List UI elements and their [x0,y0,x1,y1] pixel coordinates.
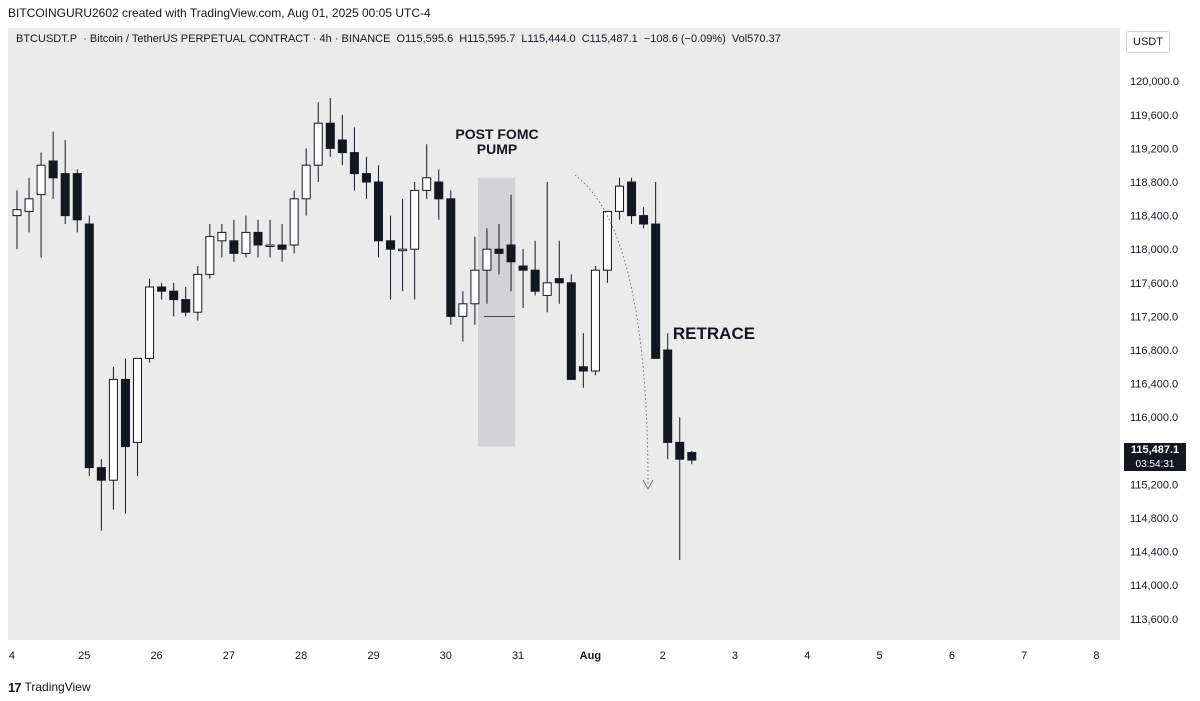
bar-countdown-label: 03:54:31 [1124,458,1186,471]
footer: 17 TradingView [8,678,91,696]
ohlc-change: −108.6 (−0.09%) [643,33,726,45]
ohlc-high: H115,595.7 [459,33,516,45]
volume-value: Vol570.37 [731,33,781,45]
tradingview-logo-icon[interactable]: 17 [8,679,22,695]
brand-name[interactable]: TradingView [24,680,91,694]
currency-selector[interactable]: USDT [1126,31,1170,53]
time-axis[interactable] [0,640,1200,670]
top-bar: BITCOINGURU2602 created with TradingView… [0,0,1200,28]
last-price-label: 115,487.1 [1124,443,1186,458]
ohlc-low: L115,444.0 [521,33,576,45]
symbol-description: · Bitcoin / TetherUS PERPETUAL CONTRACT … [83,33,391,45]
ohlc-close: C115,487.1 [581,33,638,45]
creator-line: BITCOINGURU2602 created with TradingView… [8,6,431,20]
ohlc-open: O115,595.6 [396,33,454,45]
symbol-legend: BTCUSDT.P · Bitcoin / TetherUS PERPETUAL… [16,33,784,45]
chart-area[interactable] [8,28,1120,640]
symbol-name[interactable]: BTCUSDT.P [16,33,78,45]
price-axis[interactable] [1120,28,1200,640]
